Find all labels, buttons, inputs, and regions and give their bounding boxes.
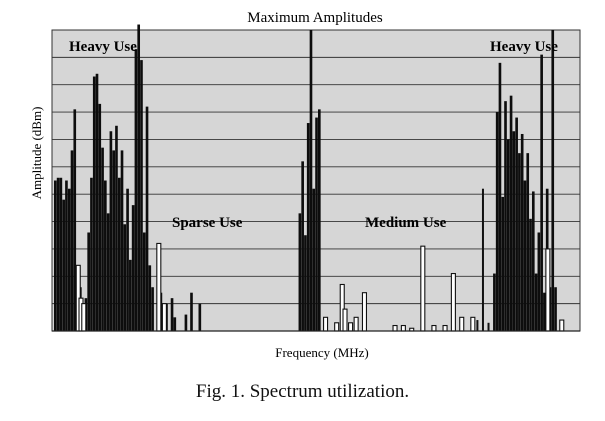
spectrum-bar-outline xyxy=(470,316,476,332)
spectrum-bar xyxy=(309,30,313,331)
spectrum-bar-outline xyxy=(545,248,551,332)
spectrum-bar-outline xyxy=(450,272,456,332)
spectrum-bar xyxy=(537,232,541,331)
spectrum-bar xyxy=(504,101,507,332)
spectrum-bar xyxy=(56,177,60,331)
spectrum-bar-outline xyxy=(342,308,348,332)
spectrum-bar-outline xyxy=(459,316,465,332)
annotation-heavy-use-right: Heavy Use xyxy=(490,39,558,55)
annotation-medium-use: Medium Use xyxy=(365,215,447,231)
spectrum-bar xyxy=(540,54,543,331)
annotation-sparse-use: Sparse Use xyxy=(172,215,243,231)
spectrum-bar xyxy=(518,153,521,331)
spectrum-bar xyxy=(106,213,110,331)
spectrum-bar xyxy=(112,150,115,331)
spectrum-bar xyxy=(190,292,193,331)
spectrum-bar xyxy=(512,131,516,331)
spectrum-bar xyxy=(198,303,202,331)
spectrum-bar xyxy=(151,287,154,331)
spectrum-bar xyxy=(90,177,93,331)
spectrum-bar-outline xyxy=(323,316,329,332)
figure-caption: Fig. 1. Spectrum utilization. xyxy=(195,381,410,402)
spectrum-bar xyxy=(123,224,127,331)
spectrum-bar xyxy=(59,177,63,331)
spectrum-bar xyxy=(70,150,74,331)
spectrum-bar xyxy=(495,112,499,331)
spectrum-bar xyxy=(140,60,143,331)
spectrum-bar-outline xyxy=(361,292,368,332)
spectrum-bar xyxy=(109,131,113,331)
spectrum-bar xyxy=(481,188,484,331)
spectrum-bar xyxy=(120,150,124,331)
spectrum-bar xyxy=(137,24,141,332)
spectrum-bar-outline xyxy=(442,324,448,332)
spectrum-bar-outline xyxy=(334,322,340,332)
spectrum-bar xyxy=(498,62,502,332)
spectrum-bar xyxy=(65,180,68,331)
spectrum-bar xyxy=(531,191,535,331)
spectrum-bar xyxy=(304,235,307,331)
spectrum-bar xyxy=(526,153,530,331)
spectrum-bar xyxy=(54,180,57,331)
spectrum-bar xyxy=(543,292,546,331)
spectrum-bar xyxy=(67,188,71,331)
spectrum-chart: Maximum Amplitudes Heavy Use Sparse Use … xyxy=(29,10,581,360)
spectrum-bar xyxy=(529,218,532,331)
spectrum-bar xyxy=(306,123,310,331)
spectrum-bar xyxy=(148,265,152,331)
spectrum-bar-outline xyxy=(431,324,437,332)
spectrum-bar xyxy=(95,73,99,331)
spectrum-bar xyxy=(315,117,318,331)
spectrum-bar xyxy=(318,109,321,331)
spectrum-bar xyxy=(312,188,316,331)
x-axis-label: Frequency (MHz) xyxy=(275,345,369,360)
spectrum-bar xyxy=(145,106,149,332)
spectrum-bar xyxy=(509,95,513,331)
spectrum-bar xyxy=(493,273,496,331)
spectrum-bar-outline xyxy=(400,324,406,332)
spectrum-bar xyxy=(73,109,77,331)
spectrum-bar xyxy=(520,133,524,331)
chart-title: Maximum Amplitudes xyxy=(247,10,383,26)
spectrum-bar xyxy=(301,161,304,331)
spectrum-bar xyxy=(87,232,90,331)
spectrum-bar xyxy=(131,205,135,331)
spectrum-bar xyxy=(142,232,146,331)
spectrum-bar xyxy=(184,314,188,331)
spectrum-bar xyxy=(554,287,557,331)
spectrum-bar xyxy=(115,125,118,332)
spectrum-bar xyxy=(487,322,490,331)
spectrum-bar xyxy=(551,30,555,331)
spectrum-bar xyxy=(476,320,479,331)
spectrum-bar-outline xyxy=(392,324,398,332)
annotation-heavy-use-left: Heavy Use xyxy=(69,39,137,55)
spectrum-bar xyxy=(534,273,538,331)
spectrum-bar xyxy=(62,199,65,331)
spectrum-bar xyxy=(298,213,302,331)
spectrum-bar xyxy=(117,177,121,331)
spectrum-bar xyxy=(98,103,102,331)
spectrum-bar-outline xyxy=(156,242,162,332)
spectrum-bar-outline xyxy=(353,316,359,332)
spectrum-bar-outline xyxy=(559,319,565,332)
spectrum-bar xyxy=(173,317,177,331)
spectrum-bar xyxy=(506,139,510,331)
spectrum-bar-outline xyxy=(348,322,354,332)
spectrum-bar-outline xyxy=(420,245,426,332)
spectrum-bar xyxy=(104,180,107,331)
spectrum-bar xyxy=(134,49,138,332)
spectrum-bar xyxy=(170,298,174,331)
spectrum-bar xyxy=(129,259,132,331)
spectrum-bar xyxy=(101,147,104,331)
spectrum-bar xyxy=(92,76,96,332)
spectrum-bar xyxy=(501,196,505,331)
spectrum-bar xyxy=(523,180,527,331)
spectrum-bar-outline xyxy=(161,303,167,332)
y-axis-label: Amplitude (dBm) xyxy=(29,107,44,200)
spectrum-bar-outline xyxy=(81,303,87,332)
spectrum-bar xyxy=(126,188,129,331)
spectrum-bar xyxy=(515,117,518,331)
